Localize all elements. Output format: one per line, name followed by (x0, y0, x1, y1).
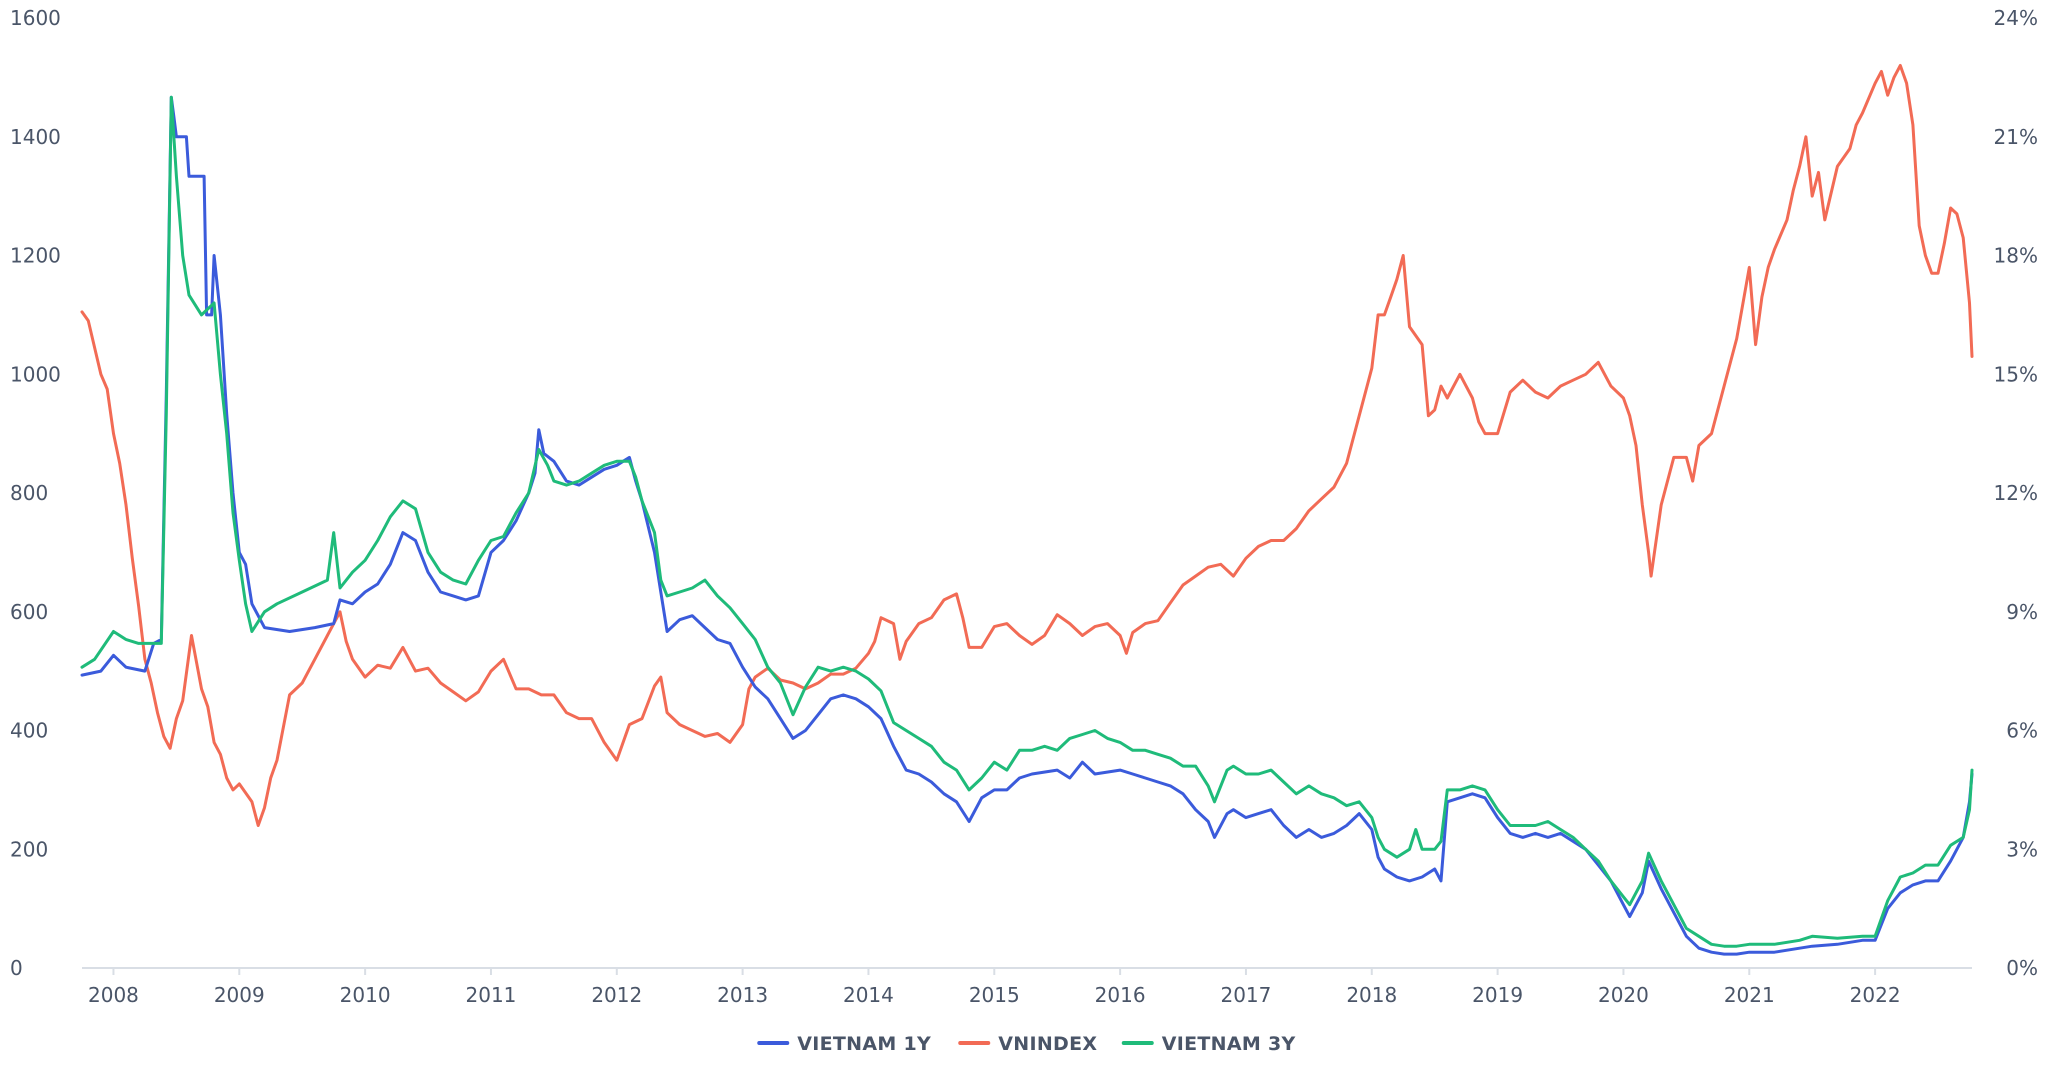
left-tick-label: 1000 (10, 362, 61, 386)
left-tick-label: 600 (10, 600, 48, 624)
legend-item-vnindex[interactable]: VNINDEX (958, 1033, 1097, 1055)
right-tick-label: 18% (1994, 244, 2038, 268)
right-tick-label: 12% (1994, 481, 2038, 505)
x-tick-label: 2022 (1850, 983, 1901, 1007)
series-line-vietnam-1y (80, 95, 1974, 956)
legend: VIETNAM 1Y VNINDEX VIETNAM 3Y (757, 1033, 1296, 1055)
x-tick-label: 2018 (1346, 983, 1397, 1007)
left-tick-label: 800 (10, 481, 48, 505)
legend-label: VNINDEX (998, 1033, 1097, 1055)
x-tick-label: 2011 (466, 983, 517, 1007)
x-tick-label: 2008 (88, 983, 139, 1007)
right-tick-label: 21% (1994, 125, 2038, 149)
x-tick-label: 2009 (214, 983, 265, 1007)
right-tick-label: 6% (2006, 719, 2038, 743)
left-axis-ticks: 0 200 400 600 800 1000 1200 1400 1600 (10, 6, 61, 980)
series-line-vnindex (80, 64, 1974, 827)
x-tick-label: 2016 (1095, 983, 1146, 1007)
legend-label: VIETNAM 1Y (797, 1033, 931, 1055)
x-tick-label: 2019 (1472, 983, 1523, 1007)
left-tick-label: 1400 (10, 125, 61, 149)
right-tick-label: 0% (2006, 956, 2038, 980)
left-tick-label: 200 (10, 837, 48, 861)
x-tick-label: 2013 (717, 983, 768, 1007)
right-tick-label: 15% (1994, 362, 2038, 386)
left-tick-label: 1200 (10, 244, 61, 268)
x-tick-label: 2017 (1220, 983, 1271, 1007)
x-tick-label: 2012 (591, 983, 642, 1007)
x-tick-label: 2021 (1724, 983, 1775, 1007)
legend-item-vietnam-3y[interactable]: VIETNAM 3Y (1121, 1033, 1296, 1055)
x-tick-label: 2020 (1598, 983, 1649, 1007)
right-tick-label: 9% (2006, 600, 2038, 624)
left-tick-label: 1600 (10, 6, 61, 30)
legend-label: VIETNAM 3Y (1162, 1033, 1296, 1055)
legend-item-vietnam-1y[interactable]: VIETNAM 1Y (757, 1033, 931, 1055)
x-tick-label: 2010 (340, 983, 391, 1007)
right-tick-label: 3% (2006, 837, 2038, 861)
series-layer (80, 64, 1974, 956)
x-axis-ticks: 2008 2009 2010 2011 2012 2013 2014 2015 2016 2017… (88, 968, 1901, 1007)
x-tick-label: 2015 (969, 983, 1020, 1007)
left-tick-label: 0 (10, 956, 23, 980)
series-line-vietnam-3y (80, 95, 1974, 948)
x-tick-label: 2014 (843, 983, 894, 1007)
right-axis-ticks: 0% 3% 6% 9% 12% 15% 18% 21% 24% (1994, 6, 2038, 980)
right-tick-label: 24% (1994, 6, 2038, 30)
left-tick-label: 400 (10, 719, 48, 743)
